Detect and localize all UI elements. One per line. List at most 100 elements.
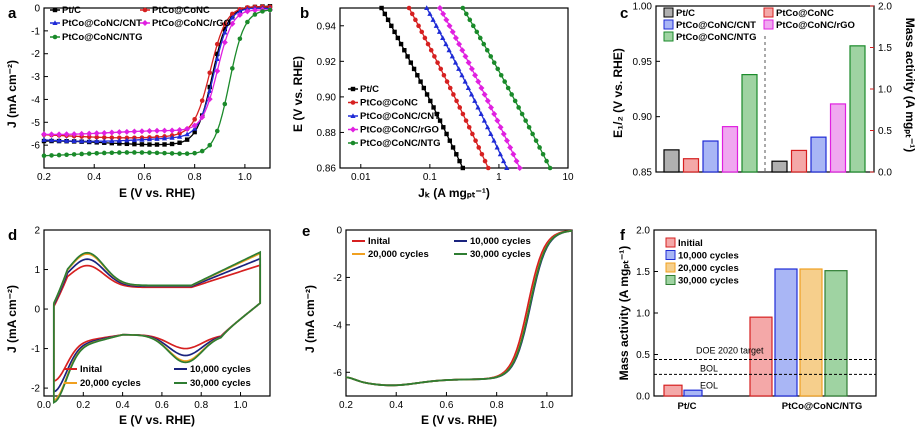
data-point-marker <box>474 29 480 35</box>
data-point-marker <box>418 79 423 84</box>
legend-entry: Inital <box>80 364 102 375</box>
data-point-marker <box>547 165 553 171</box>
data-point-marker <box>222 101 228 107</box>
data-point-marker <box>147 150 152 155</box>
data-point-marker <box>139 142 145 147</box>
data-point-marker <box>78 130 85 137</box>
data-point-marker <box>71 131 78 138</box>
data-point-marker <box>430 17 436 22</box>
bar-mass-activity <box>799 268 823 397</box>
legend-entry: PtCo@CoNC/NTG <box>62 32 143 43</box>
data-point-marker <box>142 20 148 26</box>
x-tick-label: 0.6 <box>137 172 151 183</box>
x-tick-label: 0.1 <box>423 172 437 183</box>
data-point-marker <box>449 28 456 35</box>
data-point-marker <box>41 137 47 142</box>
data-point-marker <box>533 138 539 143</box>
data-point-marker <box>433 23 439 28</box>
y-tick-label: -2 <box>31 384 40 395</box>
data-point-marker <box>86 130 93 137</box>
bar-mass-activity <box>663 384 683 397</box>
data-point-marker <box>462 78 468 84</box>
data-point-marker <box>199 114 206 121</box>
data-point-marker <box>206 96 213 103</box>
x-tick-label: 0.8 <box>194 400 208 411</box>
data-point-marker <box>497 151 503 157</box>
data-point-marker <box>470 23 476 29</box>
data-point-marker <box>207 88 213 94</box>
y-tick-label: 1.5 <box>636 267 650 278</box>
y-tick-label: 1.0 <box>636 309 650 320</box>
data-point-marker <box>117 150 122 155</box>
data-point-marker <box>161 127 168 134</box>
legend-entry: 30,000 cycles <box>470 249 531 260</box>
x-tick-label: 0.0 <box>37 400 51 411</box>
x-tick-label: 1.0 <box>540 400 554 411</box>
data-point-marker <box>431 105 436 110</box>
data-point-marker <box>504 165 510 170</box>
data-point-marker <box>94 150 100 156</box>
data-point-marker <box>440 35 446 40</box>
data-point-marker <box>428 47 434 53</box>
data-point-marker <box>124 150 130 155</box>
data-point-marker <box>460 5 466 11</box>
data-point-marker <box>230 11 235 17</box>
data-point-marker <box>63 131 70 138</box>
x-tick-label: 0.01 <box>351 172 371 183</box>
data-point-marker <box>124 137 130 143</box>
legend-entry: PtCo@CoNC/CNT <box>360 111 440 122</box>
data-point-marker <box>484 124 491 130</box>
data-point-marker <box>494 144 500 150</box>
data-point-marker <box>132 150 137 155</box>
data-point-marker <box>457 105 463 110</box>
data-point-marker <box>488 54 494 59</box>
legend-entry: Pt/C <box>360 84 379 95</box>
legend-entry: PtCo@CoNC/NTG <box>676 32 757 43</box>
data-point-marker <box>184 125 191 132</box>
legend-entry: PtCo@CoNC <box>776 8 834 19</box>
data-point-marker <box>177 151 182 156</box>
data-point-marker <box>405 54 410 59</box>
data-point-marker <box>485 165 491 171</box>
data-point-marker <box>86 138 92 144</box>
data-point-marker <box>154 150 160 156</box>
data-point-marker <box>101 138 107 144</box>
legend-entry: 20,000 cycles <box>80 378 141 389</box>
y-tick-label: -2 <box>31 49 40 60</box>
data-point-marker <box>146 136 153 142</box>
data-point-marker <box>454 152 459 157</box>
data-point-marker <box>437 118 443 123</box>
data-point-marker <box>139 150 145 155</box>
data-point-marker <box>79 151 84 157</box>
legend-entry: PtCo@CoNC/CNT <box>676 20 756 31</box>
data-point-marker <box>523 118 528 123</box>
data-point-marker <box>465 85 471 91</box>
data-point-marker <box>350 113 356 118</box>
data-point-marker <box>244 8 251 15</box>
data-point-marker <box>513 158 520 165</box>
data-point-marker <box>176 127 183 134</box>
data-point-marker <box>484 97 491 104</box>
panel-label: f <box>620 227 626 244</box>
y2-axis-label: Mass activity (A mgₚₜ⁻¹) <box>903 18 917 153</box>
data-point-marker <box>481 117 487 123</box>
data-point-marker <box>479 151 485 157</box>
data-point-marker <box>440 10 447 17</box>
data-point-marker <box>507 144 514 151</box>
data-point-marker <box>425 41 431 47</box>
data-point-marker <box>101 129 108 136</box>
data-point-marker <box>350 100 356 105</box>
data-point-marker <box>41 131 47 138</box>
eol-label: EOL <box>700 380 718 390</box>
data-point-marker <box>454 98 459 104</box>
data-point-marker <box>56 131 63 138</box>
data-point-marker <box>48 131 55 138</box>
data-point-marker <box>350 140 356 146</box>
legend-swatch <box>665 262 676 273</box>
data-point-marker <box>468 65 475 72</box>
y-tick-label: 0.0 <box>636 392 650 403</box>
data-point-marker <box>215 51 220 57</box>
data-point-marker <box>416 23 421 29</box>
data-point-marker <box>502 79 507 84</box>
axes-frame <box>43 229 271 397</box>
